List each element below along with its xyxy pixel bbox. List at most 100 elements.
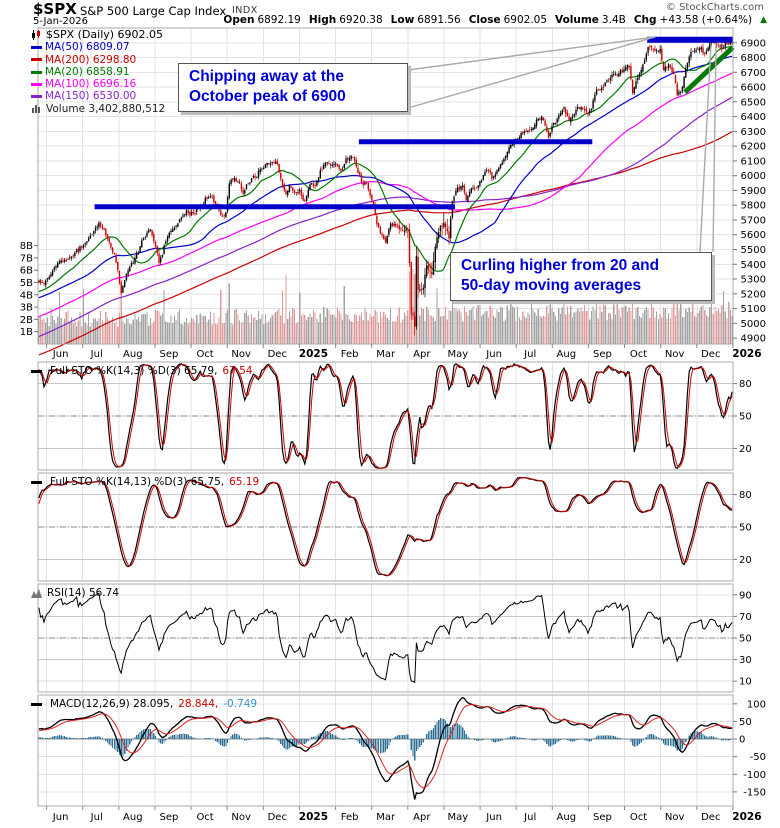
sto-slow-label: Full STO %K(14,13) %D(3) 65.75, <box>50 476 225 488</box>
annotation-line: Chipping away at the <box>189 68 345 85</box>
area-chart-icon <box>31 589 42 598</box>
line-swatch-icon <box>31 45 42 49</box>
svg-text:Jun: Jun <box>485 812 502 823</box>
price-legend-title: $SPX (Daily) 6902.05 <box>46 28 164 41</box>
svg-text:5000: 5000 <box>741 319 766 330</box>
svg-text:50: 50 <box>739 523 752 534</box>
svg-text:Aug: Aug <box>123 812 143 823</box>
rsi-legend: RSI(14) 56.74 <box>31 587 119 599</box>
chg-label: Chg <box>633 14 657 26</box>
svg-text:Jun: Jun <box>485 349 502 360</box>
volume-label: Volume <box>555 14 599 26</box>
svg-text:7B: 7B <box>20 253 33 264</box>
line-swatch-icon <box>31 82 42 86</box>
svg-text:5400: 5400 <box>741 260 766 271</box>
line-swatch-icon <box>31 58 42 62</box>
macd-label: MACD(12,26,9) 28.095, <box>50 698 174 710</box>
svg-text:Aug: Aug <box>557 812 577 823</box>
sto-slow-panel: 80 50 20 <box>37 472 752 582</box>
svg-text:Aug: Aug <box>123 349 143 360</box>
svg-text:4B: 4B <box>20 290 33 301</box>
svg-text:100: 100 <box>747 699 766 710</box>
svg-text:Dec: Dec <box>268 349 287 360</box>
line-swatch-icon <box>31 95 42 99</box>
svg-text:6100: 6100 <box>741 156 766 167</box>
svg-text:6900: 6900 <box>741 38 766 49</box>
svg-text:Oct: Oct <box>630 812 647 823</box>
svg-text:Aug: Aug <box>557 349 577 360</box>
chart-date: 5-Jan-2026 <box>33 16 88 27</box>
svg-text:Sep: Sep <box>593 812 612 823</box>
volume-legend: Volume 3,402,880,512 <box>46 102 166 115</box>
svg-text:2B: 2B <box>20 315 33 326</box>
svg-text:Jul: Jul <box>90 812 103 823</box>
svg-text:Mar: Mar <box>376 812 396 823</box>
ma-legend-item: MA(150) 6530.00 <box>31 90 165 102</box>
svg-text:5700: 5700 <box>741 216 766 227</box>
svg-text:6500: 6500 <box>741 97 766 108</box>
svg-text:Feb: Feb <box>341 349 359 360</box>
volume-bars <box>38 265 733 344</box>
svg-text:8B: 8B <box>20 241 33 252</box>
svg-text:10: 10 <box>739 677 752 688</box>
macd-hist-value: -0.749 <box>223 698 258 710</box>
macd-panel: 100 50 0 -50 -100 -150 <box>37 694 766 807</box>
svg-text:Sep: Sep <box>593 349 612 360</box>
svg-text:Oct: Oct <box>630 349 647 360</box>
low-label: Low <box>390 14 415 26</box>
volume-icon <box>32 105 40 114</box>
svg-text:80: 80 <box>739 379 752 390</box>
svg-text:90: 90 <box>739 590 752 601</box>
svg-text:30: 30 <box>739 655 752 666</box>
index-name: S&P 500 Large Cap Index <box>80 4 227 18</box>
svg-text:5500: 5500 <box>741 245 766 256</box>
exchange-label: INDX <box>232 5 258 16</box>
symbol: $SPX <box>33 0 77 18</box>
svg-text:5100: 5100 <box>741 304 766 315</box>
high-label: High <box>308 14 337 26</box>
volume-value: 3.4B <box>601 14 626 26</box>
svg-text:50: 50 <box>739 634 752 645</box>
ma-legend-label: MA(100) 6696.16 <box>45 78 137 91</box>
svg-text:5B: 5B <box>20 278 33 289</box>
svg-text:4900: 4900 <box>741 334 766 345</box>
svg-text:Oct: Oct <box>196 812 213 823</box>
annotation-line: Curling higher from 20 and <box>461 257 660 274</box>
svg-text:70: 70 <box>739 612 752 623</box>
low-value: 6891.56 <box>417 14 461 26</box>
svg-text:Mar: Mar <box>376 349 396 360</box>
svg-text:5200: 5200 <box>741 289 766 300</box>
annotation-callout-moving-averages: Curling higher from 20 and 50-day moving… <box>450 252 712 301</box>
line-swatch-icon <box>31 702 42 706</box>
svg-text:6700: 6700 <box>741 68 766 79</box>
svg-text:5900: 5900 <box>741 186 766 197</box>
month-axis-labels: Jun Jul Aug Sep Oct Nov Dec 2025 Feb Mar Apr May Jun… <box>46 344 762 360</box>
svg-text:0: 0 <box>739 735 745 746</box>
sto-fast-label: Full STO %K(14,3) %D(3) 65.79, <box>50 365 218 377</box>
svg-text:6200: 6200 <box>741 142 766 153</box>
candlestick-icon <box>32 30 40 41</box>
sto-fast-panel: 80 50 20 <box>37 361 752 471</box>
copyright: © StockCharts.com <box>665 2 764 13</box>
ma-legend-item: MA(100) 6696.16 <box>31 78 165 90</box>
ma-legend-label: MA(150) 6530.00 <box>45 90 137 103</box>
svg-text:Nov: Nov <box>231 812 251 823</box>
svg-text:-150: -150 <box>743 787 766 798</box>
line-swatch-icon <box>31 369 42 373</box>
rsi-panel: 90 70 50 30 10 <box>37 583 752 693</box>
ma-legend-item: MA(20) 6858.91 <box>31 66 165 78</box>
chg-value: +43.58 (+0.64%) <box>659 14 753 26</box>
high-value: 6920.38 <box>339 14 383 26</box>
svg-text:Dec: Dec <box>268 812 287 823</box>
svg-text:Dec: Dec <box>701 349 720 360</box>
svg-text:6000: 6000 <box>741 171 766 182</box>
svg-text:-100: -100 <box>743 770 766 781</box>
quote-line: Open 6892.19 High 6920.38 Low 6891.56 Close… <box>223 14 767 26</box>
svg-text:6B: 6B <box>20 266 33 277</box>
rsi-label: RSI(14) 56.74 <box>47 587 120 599</box>
moving-average-lines <box>38 45 733 356</box>
sto-slow-legend: Full STO %K(14,13) %D(3) 65.75, 65.19 <box>31 476 259 488</box>
svg-text:Jul: Jul <box>90 349 103 360</box>
annotation-line: October peak of 6900 <box>189 88 346 106</box>
